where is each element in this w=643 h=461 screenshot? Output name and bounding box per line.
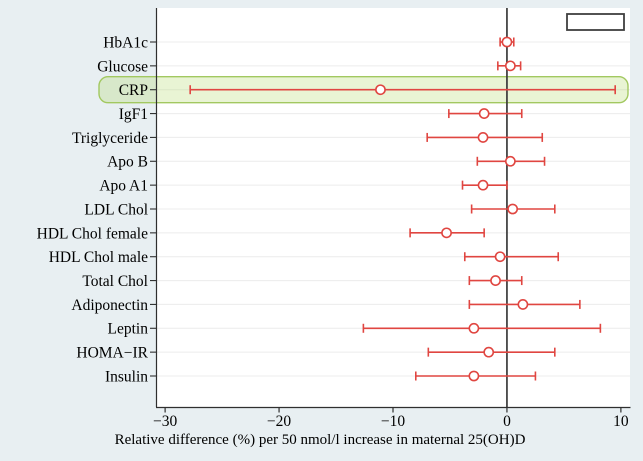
category-label-adiponectin: Adiponectin [71,297,148,314]
errorbar-row-homa-ir [427,346,556,358]
x-tick-label--20: −20 [267,413,291,430]
x-tick-label-10: 10 [613,413,629,430]
point-marker-igf1 [478,108,490,119]
category-label-insulin: Insulin [105,368,148,385]
errorbar-row-ldl-chol [470,203,556,215]
errorbar-row-leptin [362,322,602,334]
plot-area [156,8,630,407]
errorbar-row-hba1c [499,36,515,48]
category-label-triglyceride: Triglyceride [72,130,148,147]
category-label-hdl-chol-female: HDL Chol female [37,225,148,242]
category-label-crp: CRP [119,82,148,99]
errorbar-row-hdl-chol-male [463,251,560,263]
point-marker-insulin [468,370,480,382]
point-marker-triglyceride [477,132,489,143]
point-marker-leptin [468,322,480,334]
errorbar-row-adiponectin [468,299,581,310]
errorbar-row-insulin [414,370,537,382]
point-marker-ldl-chol [507,203,519,215]
x-tick-label--30: −30 [153,413,177,430]
category-label-hdl-chol-male: HDL Chol male [49,249,148,266]
point-marker-hdl-chol-female [441,227,452,239]
errorbar-row-crp [189,84,616,96]
errorbar-row-total-chol [468,275,523,286]
point-marker-total-chol [490,275,501,286]
category-label-igf1: IgF1 [119,106,148,123]
legend-box [566,13,625,31]
point-marker-apo-a1 [477,179,489,191]
x-tick-label--10: −10 [381,413,405,430]
category-label-total-chol: Total Chol [82,273,148,290]
category-label-leptin: Leptin [108,321,149,338]
category-label-apo-a1: Apo A1 [99,178,148,195]
point-marker-apo-b [504,155,516,167]
point-marker-glucose [504,60,516,72]
category-label-hba1c: HbA1c [103,34,148,51]
point-marker-crp [375,84,386,96]
errorbar-row-glucose [497,60,522,72]
x-axis-title: Relative difference (%) per 50 nmol/l in… [115,432,526,448]
category-label-ldl-chol: LDL Chol [84,201,148,218]
errorbar-row-triglyceride [426,132,544,143]
errorbar-row-hdl-chol-female [409,227,485,239]
category-label-glucose: Glucose [97,58,148,75]
errorbar-row-apo-a1 [461,179,508,191]
x-tick-label-0: 0 [503,413,511,430]
category-label-apo-b: Apo B [107,154,148,171]
category-label-homa-ir: HOMA−IR [76,345,148,362]
point-marker-hdl-chol-male [494,251,506,263]
point-marker-homa-ir [483,346,495,358]
errorbar-row-igf1 [448,108,523,119]
point-marker-adiponectin [517,299,529,310]
point-marker-hba1c [501,36,513,48]
errorbar-row-apo-b [476,155,546,167]
